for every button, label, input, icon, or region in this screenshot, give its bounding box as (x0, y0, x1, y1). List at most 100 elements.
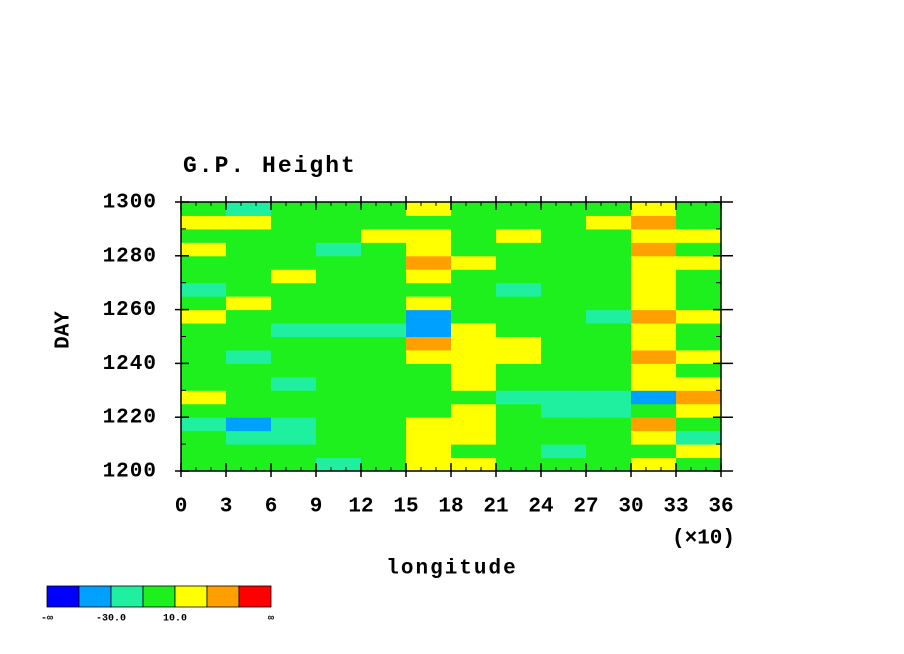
heat-cell (181, 390, 227, 405)
heat-cell (631, 296, 677, 311)
heat-cell (451, 390, 497, 405)
heat-cell (406, 215, 452, 230)
heat-cell (586, 376, 632, 391)
heat-cell (541, 228, 587, 243)
heat-cell (496, 444, 542, 459)
heat-cell (226, 457, 272, 472)
heat-cell (181, 417, 227, 432)
heat-cell (496, 215, 542, 230)
heat-cell (451, 242, 497, 257)
x-tick-label: 27 (573, 496, 598, 519)
colorbar-box (174, 585, 208, 608)
heat-cell (496, 457, 542, 472)
heat-cell (451, 403, 497, 418)
heat-cell (496, 309, 542, 324)
heat-cell (541, 349, 587, 364)
heat-cell (226, 417, 272, 432)
heat-cell (496, 323, 542, 337)
heat-cell (451, 269, 497, 284)
heat-cell (631, 430, 677, 445)
heat-cell (586, 363, 632, 378)
heat-cell (676, 457, 722, 472)
colorbar-label: ∞ (268, 614, 274, 625)
heat-cell (361, 363, 407, 378)
heat-cell (451, 376, 497, 391)
heat-cell (271, 403, 317, 418)
heat-cell (406, 296, 452, 311)
heat-cell (271, 269, 317, 284)
x-tick-label: 0 (175, 496, 188, 519)
heat-cell (271, 349, 317, 364)
heat-cell (541, 309, 587, 324)
heat-cell (676, 403, 722, 418)
heat-cell (541, 242, 587, 257)
heat-cell (361, 376, 407, 391)
colorbar-label: 10.0 (163, 614, 187, 625)
heat-cell (586, 215, 632, 230)
heat-cell (316, 296, 362, 311)
heat-cell (361, 403, 407, 418)
heat-cell (271, 430, 317, 445)
heat-cell (406, 269, 452, 284)
colorbar-box (46, 585, 80, 608)
heat-cell (541, 336, 587, 351)
heat-cell (316, 202, 362, 216)
heat-cell (496, 363, 542, 378)
colorbar-box (206, 585, 240, 608)
heat-cell (496, 430, 542, 445)
heat-cell (361, 228, 407, 243)
heat-cell (496, 242, 542, 257)
colorbar-box (142, 585, 176, 608)
colorbar-box (238, 585, 272, 608)
heat-cell (496, 376, 542, 391)
heat-cell (586, 349, 632, 364)
heat-cell (541, 376, 587, 391)
heat-cell (361, 282, 407, 297)
heat-cell (631, 215, 677, 230)
heat-cell (271, 376, 317, 391)
colorbar-label: -∞ (41, 614, 53, 625)
heat-cell (676, 417, 722, 432)
heat-cell (181, 228, 227, 243)
heat-cell (676, 336, 722, 351)
heat-cell (631, 323, 677, 337)
heat-cell (496, 269, 542, 284)
heat-cell (316, 457, 362, 472)
heat-cell (181, 323, 227, 337)
heat-cell (226, 349, 272, 364)
heat-cell (676, 202, 722, 216)
heat-cell (676, 363, 722, 378)
heat-cell (226, 390, 272, 405)
heat-cell (541, 269, 587, 284)
heat-cell (541, 282, 587, 297)
heat-cell (631, 336, 677, 351)
x-tick-label: 9 (310, 496, 323, 519)
heat-cell (676, 323, 722, 337)
heat-cell (451, 444, 497, 459)
heat-cell (586, 202, 632, 216)
heat-cell (271, 363, 317, 378)
heat-cell (406, 228, 452, 243)
heat-cell (361, 269, 407, 284)
heat-cell (271, 282, 317, 297)
heat-cell (406, 390, 452, 405)
heat-cell (226, 242, 272, 257)
heat-cell (541, 417, 587, 432)
heat-cell (406, 363, 452, 378)
heat-cell (631, 417, 677, 432)
heat-cell (541, 202, 587, 216)
heat-cell (631, 269, 677, 284)
chart-title: G.P. Height (183, 153, 357, 179)
heat-cell (181, 349, 227, 364)
heat-cell (406, 457, 452, 472)
heat-cell (631, 376, 677, 391)
heat-cell (181, 202, 227, 216)
heat-cell (361, 255, 407, 270)
y-axis-label: DAY (53, 311, 76, 349)
heat-cell (226, 444, 272, 459)
heat-cell (181, 403, 227, 418)
heat-cell (451, 202, 497, 216)
heat-cell (316, 444, 362, 459)
heat-cell (271, 309, 317, 324)
heat-cell (541, 323, 587, 337)
